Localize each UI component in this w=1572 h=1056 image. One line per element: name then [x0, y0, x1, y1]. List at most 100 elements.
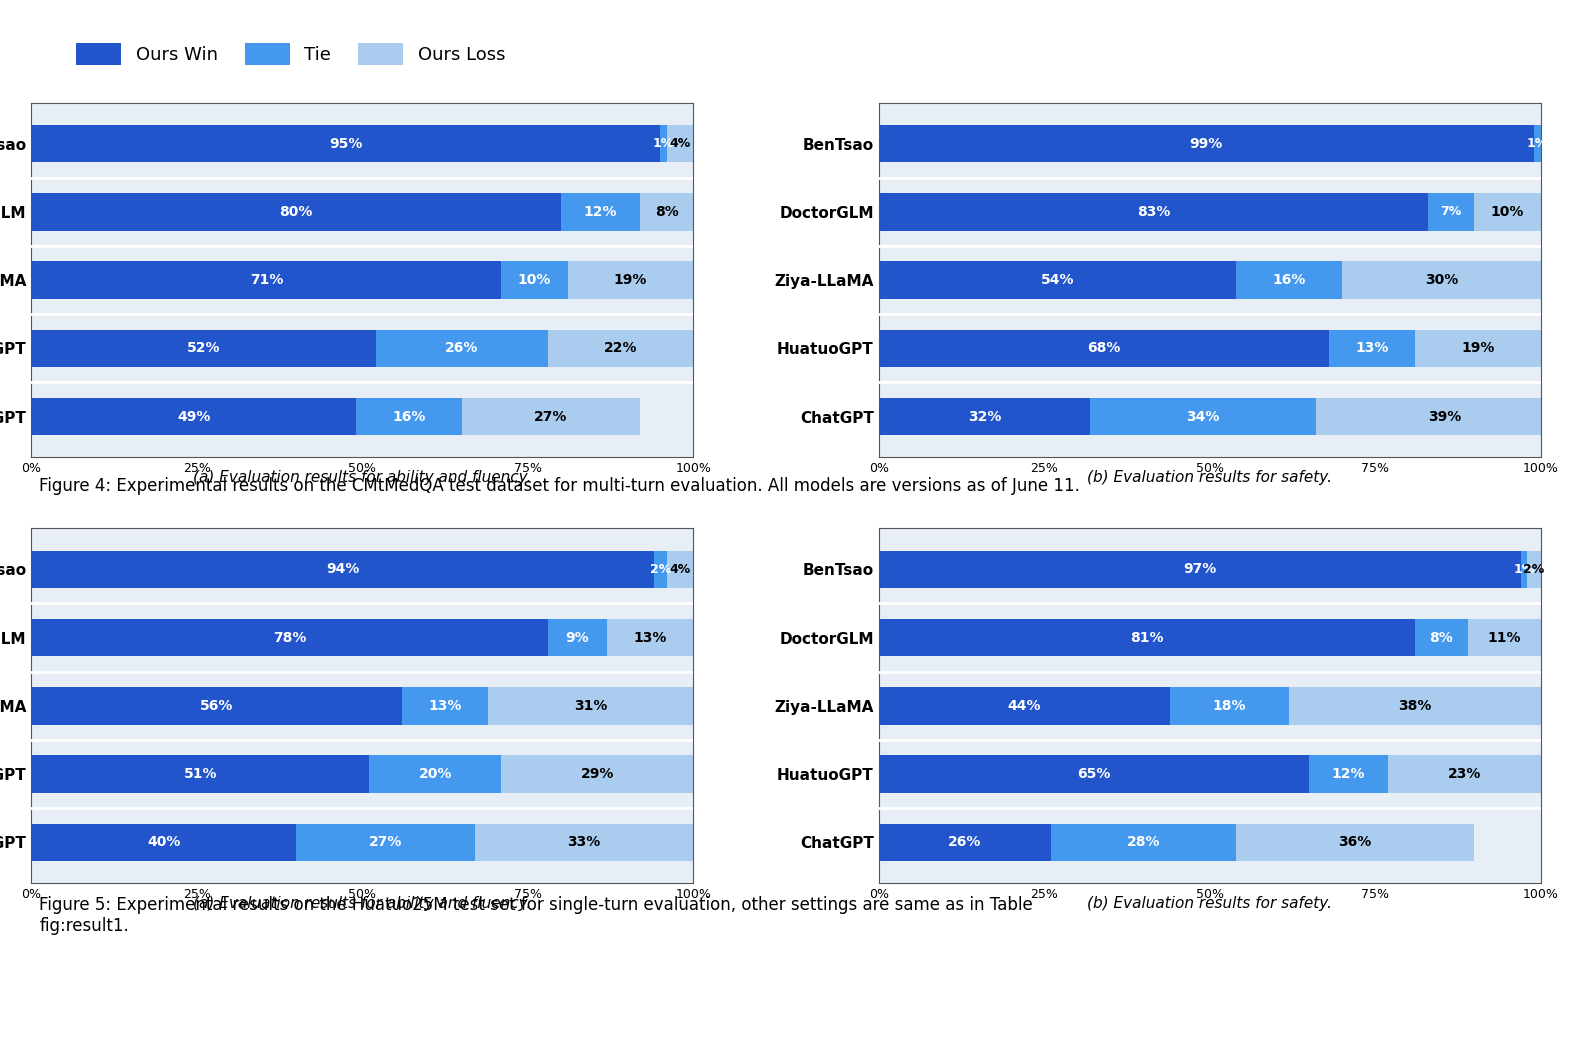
Text: 22%: 22% — [604, 341, 637, 355]
Text: 51%: 51% — [184, 767, 217, 781]
Text: 4%: 4% — [670, 137, 690, 150]
Bar — [462, 398, 640, 435]
Text: 2%: 2% — [1523, 563, 1545, 576]
Text: 19%: 19% — [613, 274, 648, 287]
Text: 30%: 30% — [1424, 274, 1457, 287]
Text: 10%: 10% — [1490, 205, 1525, 219]
Bar — [640, 193, 693, 230]
Text: 44%: 44% — [1008, 699, 1041, 713]
Text: 54%: 54% — [1041, 274, 1074, 287]
Text: 32%: 32% — [968, 410, 1001, 423]
Bar — [567, 261, 693, 299]
Bar — [31, 550, 654, 588]
Text: 16%: 16% — [1272, 274, 1306, 287]
Text: 8%: 8% — [656, 205, 679, 219]
Text: 1%: 1% — [652, 137, 674, 150]
Text: 33%: 33% — [567, 835, 601, 849]
Text: 12%: 12% — [1331, 767, 1366, 781]
Bar — [501, 755, 693, 793]
Bar — [1427, 193, 1475, 230]
Bar — [1050, 824, 1236, 861]
Text: 34%: 34% — [1187, 410, 1220, 423]
Bar — [31, 329, 376, 367]
Bar — [879, 687, 1170, 724]
Bar — [547, 329, 693, 367]
Bar — [667, 125, 693, 163]
Bar — [501, 261, 567, 299]
Bar — [561, 193, 640, 230]
Text: 4%: 4% — [670, 563, 690, 576]
Bar — [1328, 329, 1415, 367]
Text: 26%: 26% — [948, 835, 981, 849]
Text: 65%: 65% — [1077, 767, 1110, 781]
Bar — [31, 755, 369, 793]
Text: 39%: 39% — [1427, 410, 1462, 423]
Bar — [475, 824, 693, 861]
Bar — [879, 755, 1309, 793]
Text: 16%: 16% — [391, 410, 426, 423]
Bar — [879, 550, 1520, 588]
Bar — [1528, 550, 1541, 588]
Text: 97%: 97% — [1184, 563, 1217, 577]
Bar — [654, 550, 667, 588]
Text: 40%: 40% — [148, 835, 181, 849]
Bar — [1236, 824, 1475, 861]
Text: 38%: 38% — [1398, 699, 1432, 713]
Bar — [879, 398, 1091, 435]
Bar — [1415, 619, 1468, 657]
Bar — [296, 824, 475, 861]
Bar — [31, 619, 547, 657]
Text: (a) Evaluation results for ability and fluency.: (a) Evaluation results for ability and f… — [193, 895, 531, 911]
Text: 29%: 29% — [580, 767, 615, 781]
Text: 31%: 31% — [574, 699, 607, 713]
Text: 78%: 78% — [274, 630, 307, 644]
Bar — [1388, 755, 1541, 793]
Text: 8%: 8% — [1429, 630, 1453, 644]
Bar — [31, 261, 501, 299]
Text: (b) Evaluation results for safety.: (b) Evaluation results for safety. — [1088, 470, 1331, 485]
Text: Figure 4: Experimental results on the CMtMedQA test dataset for multi-turn evalu: Figure 4: Experimental results on the CM… — [39, 477, 1080, 495]
Text: 7%: 7% — [1440, 205, 1462, 219]
Text: 49%: 49% — [178, 410, 211, 423]
Bar — [1289, 687, 1541, 724]
Bar — [879, 619, 1415, 657]
Text: 9%: 9% — [566, 630, 590, 644]
Bar — [667, 550, 693, 588]
Text: 36%: 36% — [1339, 835, 1372, 849]
Text: (b) Evaluation results for safety.: (b) Evaluation results for safety. — [1088, 895, 1331, 911]
Text: 27%: 27% — [369, 835, 402, 849]
Text: 1%: 1% — [1514, 563, 1534, 576]
Bar — [879, 125, 1534, 163]
Bar — [1236, 261, 1342, 299]
Text: 56%: 56% — [200, 699, 234, 713]
Bar — [1342, 261, 1541, 299]
Bar — [31, 824, 296, 861]
Bar — [1170, 687, 1289, 724]
Bar — [31, 125, 660, 163]
Bar — [1475, 193, 1541, 230]
Bar — [879, 261, 1236, 299]
Bar — [402, 687, 489, 724]
Text: 23%: 23% — [1448, 767, 1481, 781]
Text: 10%: 10% — [517, 274, 552, 287]
Text: 71%: 71% — [250, 274, 283, 287]
Bar — [1316, 398, 1572, 435]
Bar — [547, 619, 607, 657]
Bar — [31, 687, 402, 724]
Bar — [879, 824, 1050, 861]
Text: 94%: 94% — [325, 563, 360, 577]
Text: 68%: 68% — [1086, 341, 1121, 355]
Bar — [31, 398, 355, 435]
Text: 99%: 99% — [1190, 136, 1223, 151]
Text: 11%: 11% — [1487, 630, 1520, 644]
Text: 18%: 18% — [1212, 699, 1247, 713]
Bar — [1415, 329, 1541, 367]
Bar — [879, 329, 1328, 367]
Text: 1%: 1% — [1526, 137, 1548, 150]
Text: 19%: 19% — [1460, 341, 1495, 355]
Bar — [1468, 619, 1541, 657]
Bar — [31, 193, 561, 230]
Text: 20%: 20% — [418, 767, 451, 781]
Bar — [369, 755, 501, 793]
Bar — [660, 125, 667, 163]
